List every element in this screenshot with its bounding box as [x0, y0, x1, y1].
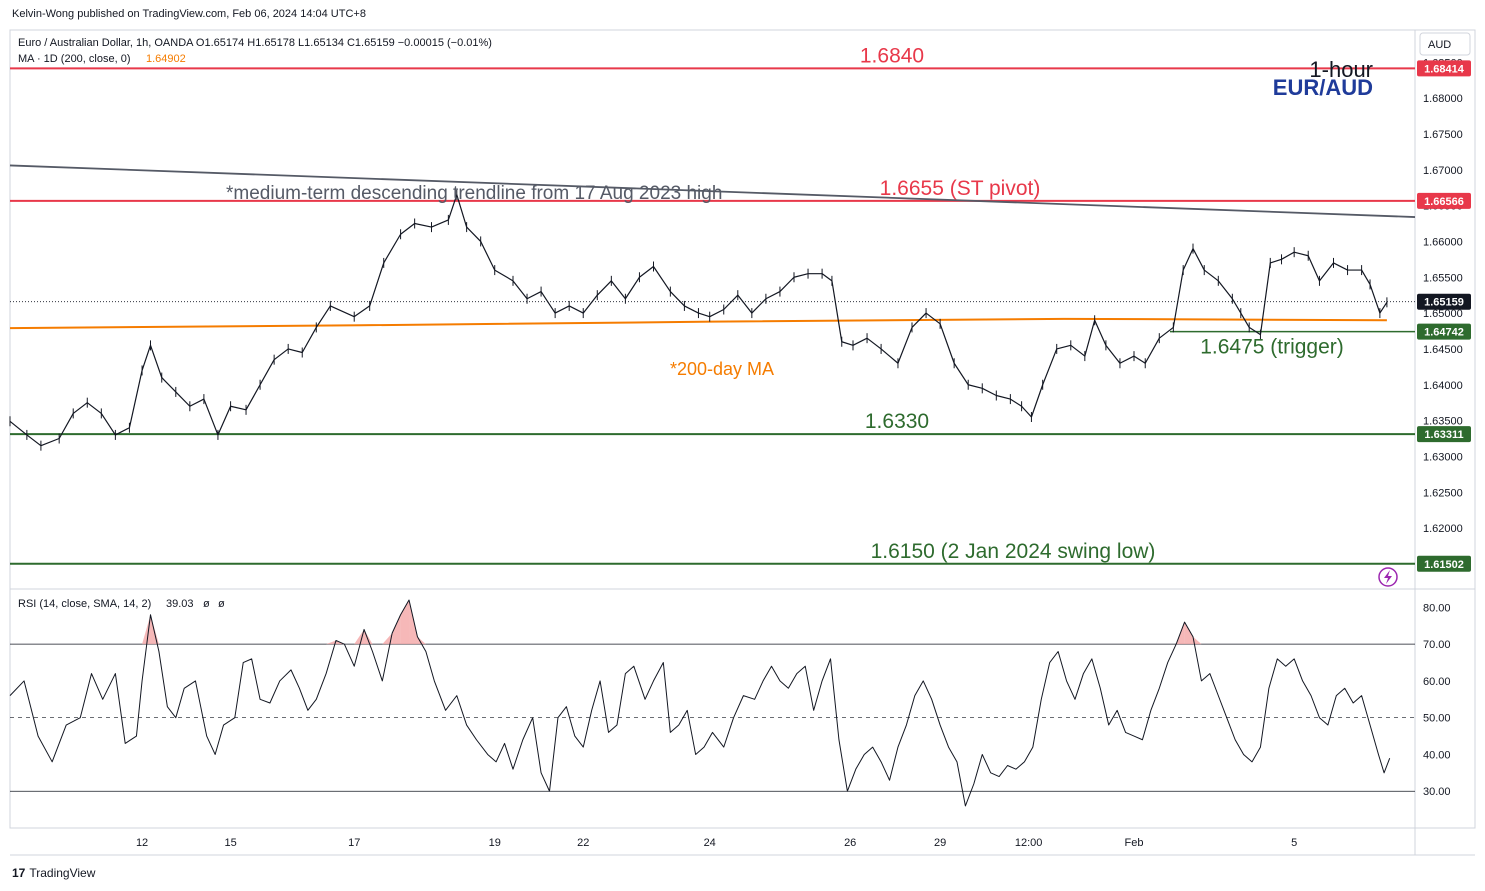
rsi-axis[interactable]: 30.00 40.00 50.00 60.00 70.00 80.00 — [1423, 602, 1451, 798]
time-tick-label: 24 — [704, 837, 716, 849]
rsi-overbought-fill — [1193, 636, 1202, 645]
price-tick-label: 1.67000 — [1423, 165, 1463, 177]
tradingview-brand-label: TradingView — [29, 866, 96, 880]
rsi-overbought-fill — [382, 633, 393, 645]
rsi-tick-label: 60.00 — [1423, 676, 1451, 688]
price-tick-label: 1.65500 — [1423, 272, 1463, 284]
level-axis-tag — [1417, 323, 1471, 340]
level-label: 1.6655 (ST pivot) — [880, 177, 1041, 200]
ma200-annotation: *200-day MA — [670, 359, 774, 379]
annotation-labels: 1.6840 1.6655 (ST pivot) 1.6475 (trigger) 1… — [226, 44, 1344, 562]
price-tick-label: 1.62000 — [1423, 523, 1463, 535]
rsi-pane-frame — [9, 588, 1476, 829]
rsi-legend-extra-1: ø — [203, 598, 210, 610]
level-axis-tag — [1417, 555, 1471, 572]
rsi-overbought-fill — [417, 636, 426, 645]
time-tick-label: 15 — [224, 837, 236, 849]
price-tick-label: 1.63500 — [1423, 416, 1463, 428]
currency-label: AUD — [1428, 39, 1451, 51]
symbol-line: Euro / Australian Dollar, 1h, OANDA O1.6… — [18, 37, 492, 49]
rsi-tick-label: 70.00 — [1423, 639, 1451, 651]
rsi-tick-label: 30.00 — [1423, 786, 1451, 798]
price-series-group — [9, 189, 1388, 451]
price-tick-label: 1.67500 — [1423, 129, 1463, 141]
time-tick-label: Feb — [1125, 837, 1144, 849]
level-axis-tag-label: 1.66566 — [1424, 196, 1464, 208]
rsi-tick-label: 40.00 — [1423, 749, 1451, 761]
price-line — [9, 194, 1388, 447]
price-tick-label: 1.65000 — [1423, 308, 1463, 320]
last-price-tag — [1417, 293, 1471, 310]
time-tick-label: 26 — [844, 837, 856, 849]
rsi-overbought-fill — [150, 614, 159, 645]
price-tick-label: 1.66000 — [1423, 236, 1463, 248]
price-pane-frame — [9, 29, 1476, 590]
rsi-legend-extra-2: ø — [218, 598, 225, 610]
axis-price-tags: 1.68414 1.66566 1.64742 1.63311 1.61502 1.651… — [1417, 60, 1471, 572]
price-axis[interactable]: 1.62000 1.62500 1.63000 1.63500 1.64000 1.645… — [1423, 57, 1463, 535]
trendline-group — [9, 164, 1416, 218]
level-axis-tag — [1417, 60, 1471, 77]
chart-subtitle: EUR/AUD — [1273, 75, 1373, 100]
price-tick-label: 1.68000 — [1423, 93, 1463, 105]
level-axis-tag-label: 1.64742 — [1424, 327, 1464, 339]
time-tick-label: 19 — [489, 837, 501, 849]
level-axis-tag-label: 1.68414 — [1424, 63, 1465, 75]
time-tick-label: 5 — [1291, 837, 1297, 849]
published-line: Kelvin-Wong published on TradingView.com… — [12, 8, 366, 20]
rsi-overbought-fill — [326, 640, 336, 645]
level-label: 1.6840 — [860, 44, 924, 67]
level-label: 1.6150 (2 Jan 2024 swing low) — [871, 540, 1156, 563]
level-label: 1.6475 (trigger) — [1200, 336, 1344, 359]
time-axis[interactable]: 12 15 17 19 22 24 26 29 12:00 Feb 5 — [136, 837, 1297, 849]
level-axis-tag-label: 1.63311 — [1424, 429, 1463, 441]
trendline-label: *medium-term descending trendline from 1… — [226, 183, 722, 204]
price-tick-label: 1.63000 — [1423, 451, 1463, 463]
level-axis-tag — [1417, 426, 1471, 443]
rsi-tick-label: 50.00 — [1423, 713, 1451, 725]
currency-button[interactable] — [1419, 32, 1471, 56]
time-tick-label: 22 — [577, 837, 589, 849]
rsi-line — [9, 599, 1391, 807]
ma-legend-value: 1.64902 — [146, 53, 186, 65]
rsi-overbought-fill — [364, 629, 373, 645]
rsi-overbought-fill — [142, 614, 151, 645]
rsi-overbought-fill — [1184, 622, 1194, 645]
rsi-overbought-fill — [392, 614, 401, 645]
time-tick-label: 12 — [136, 837, 148, 849]
rsi-tick-label: 80.00 — [1423, 602, 1451, 614]
level-label: 1.6330 — [865, 410, 929, 433]
rsi-series-group — [9, 599, 1415, 807]
descending-trendline — [9, 164, 1416, 218]
level-axis-tag-label: 1.61502 — [1424, 559, 1464, 571]
tradingview-logo-icon: 17 — [12, 866, 26, 880]
level-axis-tag — [1417, 192, 1471, 209]
ma200-group — [9, 317, 1387, 330]
last-price-label: 1.65159 — [1424, 297, 1464, 309]
time-tick-label: 12:00 — [1015, 837, 1043, 849]
time-tick-label: 29 — [934, 837, 946, 849]
chart-title: 1-hour — [1309, 57, 1373, 82]
lightning-icon[interactable] — [1378, 567, 1398, 587]
time-tick-label: 17 — [348, 837, 360, 849]
horizontal-levels — [10, 67, 1415, 565]
ma-legend-label: MA · 1D (200, close, 0) — [18, 53, 131, 65]
rsi-legend-value: 39.03 — [166, 598, 194, 610]
ma200-line — [9, 317, 1387, 330]
price-tick-label: 1.64000 — [1423, 380, 1463, 392]
rsi-legend-label: RSI (14, close, SMA, 14, 2) — [18, 598, 151, 610]
price-tick-label: 1.64500 — [1423, 344, 1463, 356]
tradingview-brand: 17 TradingView — [12, 866, 95, 880]
price-tick-label: 1.62500 — [1423, 487, 1463, 499]
